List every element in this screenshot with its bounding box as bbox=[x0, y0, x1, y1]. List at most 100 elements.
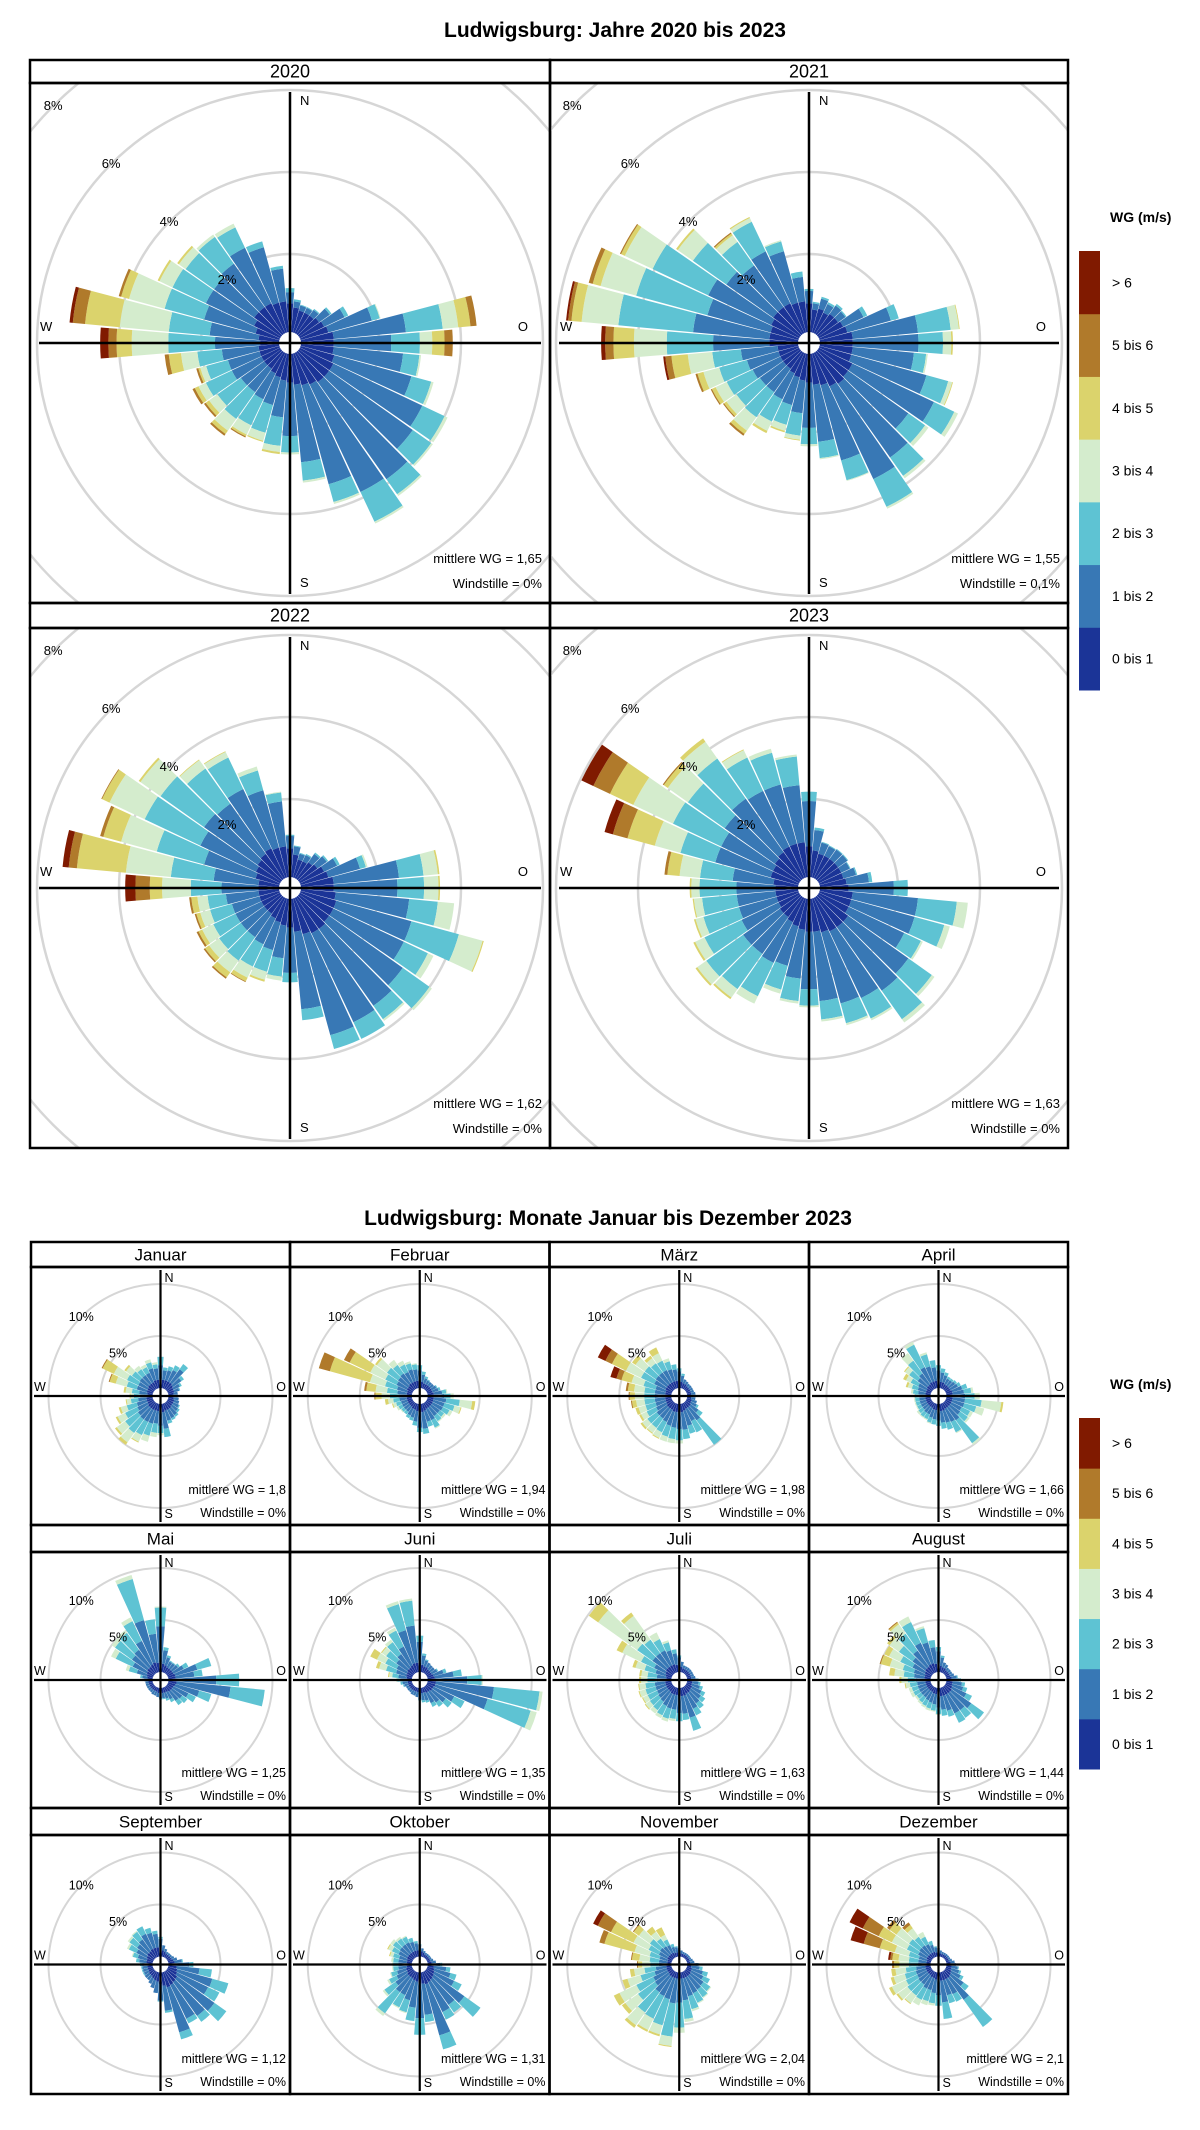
ring-label: 4% bbox=[160, 214, 179, 229]
rose-segment bbox=[693, 897, 706, 918]
rose-segment bbox=[873, 466, 913, 507]
rose-segment bbox=[221, 263, 265, 312]
rose-segment bbox=[692, 1681, 699, 1685]
rose-segment bbox=[706, 934, 752, 977]
rose-segment bbox=[784, 303, 807, 338]
rose-segment bbox=[790, 271, 803, 279]
rose-segment bbox=[406, 1387, 414, 1393]
rose-segment bbox=[974, 1406, 985, 1416]
rose-segment bbox=[642, 1418, 652, 1428]
rose-segment bbox=[142, 1972, 146, 1976]
rose-segment bbox=[396, 1406, 401, 1411]
ring-label: 10% bbox=[588, 1310, 613, 1324]
rose-segment bbox=[600, 252, 647, 296]
rose-segment bbox=[742, 265, 784, 312]
rose-segment bbox=[799, 349, 809, 381]
rose-segment bbox=[930, 1647, 937, 1665]
rose-segment bbox=[954, 1710, 966, 1723]
ring-label: 10% bbox=[328, 1594, 353, 1608]
rose-segment bbox=[645, 1402, 657, 1411]
rose-segment bbox=[404, 1361, 411, 1366]
rose-segment bbox=[431, 1960, 436, 1964]
legend-swatch bbox=[1079, 1518, 1100, 1569]
rose-segment bbox=[411, 1382, 417, 1390]
compass-east: O bbox=[1036, 864, 1046, 879]
rose-segment bbox=[649, 1956, 660, 1963]
rose-segment bbox=[690, 1401, 697, 1408]
rose-segment bbox=[682, 741, 718, 776]
rose-segment bbox=[926, 1961, 931, 1964]
rose-segment bbox=[650, 1363, 663, 1376]
rose-segment bbox=[960, 1383, 968, 1390]
rose-segment bbox=[726, 369, 758, 395]
calm-share: Windstille = 0% bbox=[978, 2075, 1064, 2089]
rose-segment bbox=[410, 1401, 416, 1407]
rose-segment bbox=[396, 1970, 409, 1980]
rose-segment bbox=[810, 349, 828, 386]
rose-segment bbox=[658, 2043, 672, 2048]
rose-segment bbox=[935, 1952, 938, 1957]
mean-wind-speed: mittlere WG = 1,98 bbox=[700, 1483, 805, 1497]
rose-segment bbox=[125, 1412, 141, 1427]
rose-segment bbox=[386, 1387, 398, 1394]
rose-segment bbox=[630, 1952, 634, 1961]
rose-segment bbox=[752, 356, 784, 379]
rose-segment bbox=[181, 1662, 189, 1669]
rose-segment bbox=[409, 1684, 415, 1689]
rose-segment bbox=[815, 889, 852, 907]
rose-segment bbox=[162, 1971, 171, 1988]
rose-segment bbox=[389, 1951, 395, 1958]
rose-segment bbox=[686, 1398, 692, 1402]
rose-segment bbox=[329, 363, 423, 427]
rose-segment bbox=[922, 353, 928, 374]
rose-segment bbox=[943, 382, 953, 406]
rose-segment bbox=[170, 1688, 183, 1699]
rose-segment bbox=[775, 888, 803, 897]
compass-south: S bbox=[943, 2076, 951, 2090]
rose-segment bbox=[670, 1943, 675, 1948]
rose-segment bbox=[706, 1986, 712, 1993]
rose-segment bbox=[137, 1402, 149, 1411]
rose-segment bbox=[279, 846, 290, 882]
rose-segment bbox=[317, 377, 408, 480]
rose-segment bbox=[131, 1437, 139, 1443]
rose-segment bbox=[660, 1934, 668, 1942]
rose-segment bbox=[353, 1010, 386, 1039]
mean-wind-speed: mittlere WG = 1,63 bbox=[951, 1096, 1060, 1111]
rose-segment bbox=[130, 1398, 139, 1404]
rose-segment bbox=[412, 1971, 418, 1981]
rose-segment bbox=[922, 1988, 932, 2002]
mean-wind-speed: mittlere WG = 1,63 bbox=[700, 1766, 805, 1780]
rose-segment bbox=[164, 288, 210, 320]
panel-title: August bbox=[912, 1530, 965, 1549]
rose-segment bbox=[651, 1415, 664, 1428]
rose-segment bbox=[684, 1671, 690, 1676]
rose-segment bbox=[395, 1669, 407, 1677]
rose-segment bbox=[164, 1409, 172, 1421]
rose-segment bbox=[387, 1398, 394, 1405]
rose-segment bbox=[406, 1967, 414, 1973]
ring-label: 5% bbox=[109, 1915, 127, 1929]
rose-segment bbox=[180, 351, 200, 371]
rose-segment bbox=[396, 1381, 409, 1390]
rose-segment bbox=[811, 893, 837, 932]
rose-segment bbox=[904, 1998, 911, 2005]
rose-segment bbox=[165, 1668, 171, 1675]
panel-title: 2020 bbox=[270, 62, 310, 82]
rose-segment bbox=[766, 365, 791, 393]
rose-segment bbox=[926, 1406, 933, 1415]
rose-segment bbox=[891, 1935, 910, 1950]
rose-segment bbox=[175, 1972, 209, 1995]
rose-segment bbox=[409, 1952, 416, 1959]
rose-segment bbox=[685, 1407, 696, 1422]
rose-segment bbox=[421, 1666, 426, 1673]
rose-segment bbox=[638, 2013, 654, 2030]
rose-segment bbox=[667, 1961, 672, 1964]
rose-segment bbox=[926, 1399, 932, 1404]
rose-segment bbox=[306, 307, 313, 311]
rose-segment bbox=[291, 894, 311, 935]
rose-segment bbox=[433, 1397, 447, 1403]
rose-segment bbox=[653, 1699, 664, 1711]
rose-segment bbox=[364, 1381, 368, 1391]
